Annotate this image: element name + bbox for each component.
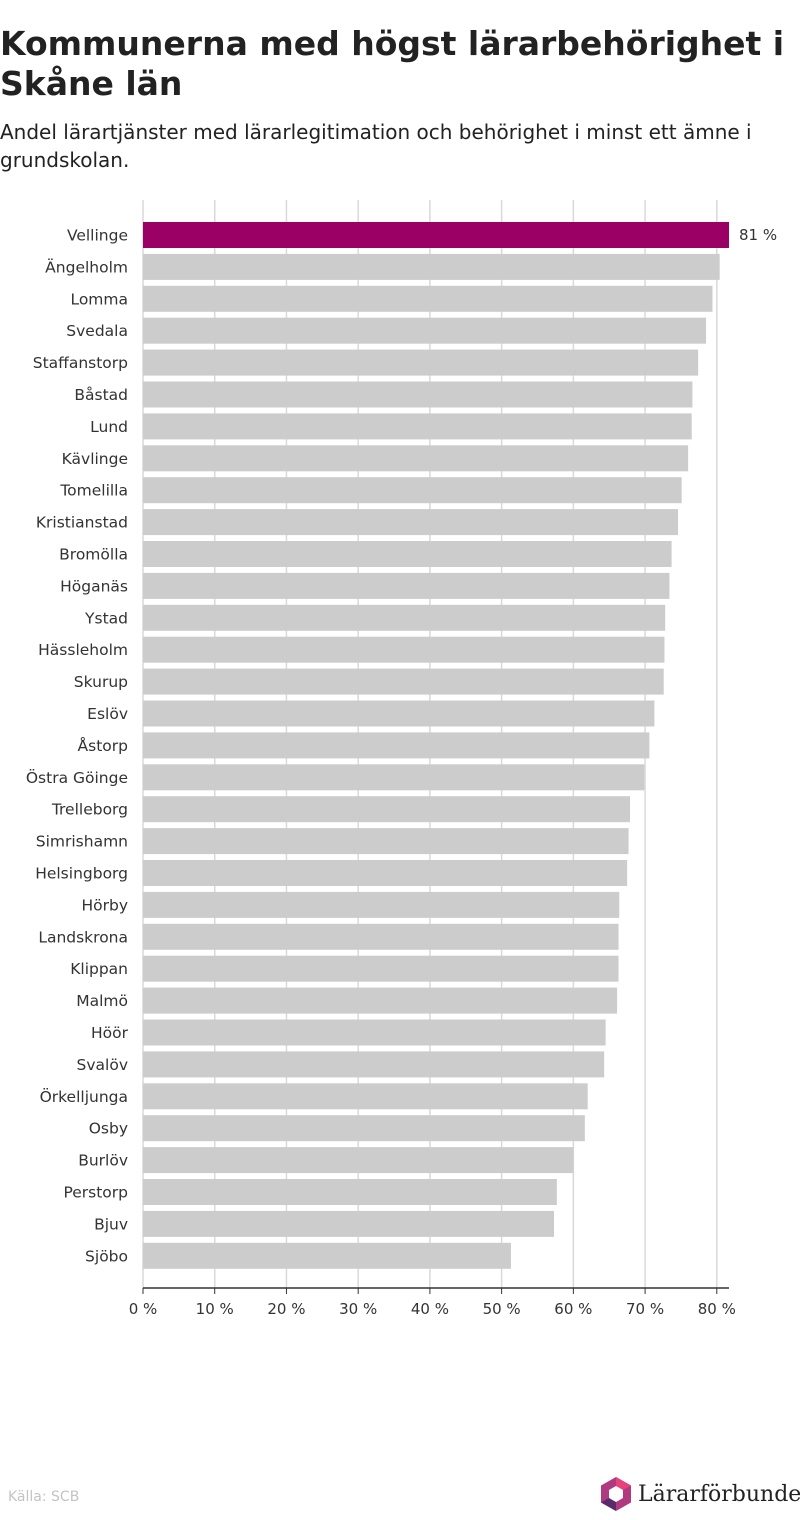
bar (143, 668, 664, 695)
bar (143, 413, 692, 440)
bar (143, 509, 679, 536)
category-label: Ystad (84, 609, 128, 627)
category-label: Lomma (70, 290, 128, 308)
x-tick-label: 10 % (196, 1300, 234, 1318)
category-label: Kristianstad (36, 514, 128, 532)
category-label: Svedala (66, 322, 128, 340)
category-label: Staffanstorp (33, 354, 128, 372)
bar (143, 1210, 554, 1237)
bar (143, 987, 618, 1014)
x-tick-label: 30 % (339, 1300, 377, 1318)
bar (143, 1115, 585, 1142)
bar (143, 349, 699, 376)
category-label: Simrishamn (36, 833, 128, 851)
bar (143, 636, 665, 663)
category-label: Malmö (76, 992, 128, 1010)
bars (143, 222, 729, 1269)
category-label: Perstorp (63, 1184, 128, 1202)
bar (143, 541, 672, 567)
category-label: Båstad (74, 386, 128, 404)
x-tick-label: 0 % (129, 1300, 158, 1318)
bar (143, 923, 619, 950)
category-label: Örkelljunga (40, 1087, 128, 1106)
category-label: Svalöv (77, 1056, 128, 1074)
x-axis: 0 % 10 % 20 % 30 % 40 % 50 % 60 % 70 % 80 % (129, 1287, 736, 1318)
chart-title: Kommunerna med högst lärarbehörighet i S… (0, 24, 785, 103)
x-tick-label: 40 % (411, 1300, 449, 1318)
bar (143, 955, 619, 982)
bar-chart: Vellinge 81 % Ängelholm Lomma Svedala Staffan… (26, 200, 777, 1318)
bar (143, 828, 629, 855)
x-tick-label: 60 % (554, 1300, 592, 1318)
category-label: Åstorp (78, 736, 128, 755)
bar (143, 253, 720, 280)
category-label: Tomelilla (59, 482, 128, 500)
category-label: Höganäs (60, 577, 128, 595)
category-label: Helsingborg (35, 865, 128, 883)
bar (143, 1051, 605, 1078)
bar (143, 732, 650, 759)
category-label: Bromölla (59, 546, 128, 564)
x-tick-label: 70 % (626, 1300, 664, 1318)
bar (143, 1242, 511, 1269)
bar (143, 572, 670, 599)
category-label: Skurup (74, 673, 128, 691)
bar (143, 1083, 588, 1110)
bar (143, 764, 645, 791)
category-label: Trelleborg (51, 801, 128, 819)
category-label: Höör (91, 1024, 129, 1042)
category-label: Osby (89, 1120, 128, 1138)
hexagon-logo-icon (601, 1477, 631, 1511)
source-note: Källa: SCB (8, 1489, 80, 1505)
bar (143, 477, 682, 504)
category-label: Kävlinge (62, 450, 128, 468)
bar (143, 445, 689, 472)
category-label: Landskrona (38, 928, 128, 946)
bar (143, 285, 713, 312)
bar (143, 222, 729, 248)
category-label: Sjöbo (85, 1247, 128, 1265)
x-tick-label: 20 % (267, 1300, 305, 1318)
bar (143, 700, 655, 727)
bar (143, 1019, 606, 1046)
x-tick-label: 50 % (483, 1300, 521, 1318)
bar (143, 1147, 574, 1174)
category-label: Hörby (81, 896, 128, 914)
category-label: Vellinge (67, 227, 128, 245)
x-tick-label: 80 % (698, 1300, 736, 1318)
bar (143, 1179, 557, 1205)
bar (143, 860, 628, 886)
chart-subtitle: Andel lärartjänster med lärarlegitimatio… (0, 120, 752, 172)
category-label: Eslöv (87, 705, 128, 723)
category-label: Östra Göinge (26, 768, 128, 787)
bar (143, 317, 707, 344)
bar (143, 604, 666, 631)
category-labels: Vellinge 81 % Ängelholm Lomma Svedala Staffan… (26, 226, 777, 1265)
bar (143, 796, 631, 823)
bar (143, 381, 693, 408)
category-label: Lund (90, 418, 128, 436)
brand-logo: Lärarförbundet (600, 1476, 800, 1512)
bar (143, 891, 620, 918)
category-label: Hässleholm (38, 641, 128, 659)
category-label: Klippan (70, 960, 128, 978)
value-label: 81 % (739, 226, 777, 244)
category-label: Burlöv (78, 1152, 128, 1170)
category-label: Bjuv (94, 1215, 128, 1233)
category-label: Ängelholm (45, 257, 128, 276)
logo-text: Lärarförbundet (638, 1481, 800, 1507)
